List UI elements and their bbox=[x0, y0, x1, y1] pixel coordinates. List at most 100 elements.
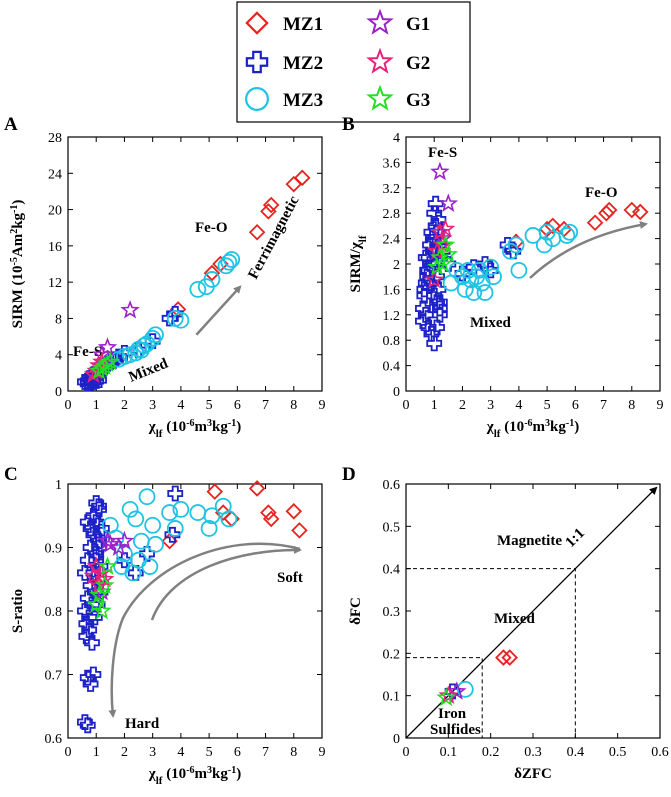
y-tick-label: 0 bbox=[55, 385, 62, 400]
data-point-mz3 bbox=[138, 335, 156, 353]
x-tick-label: 7 bbox=[262, 745, 269, 760]
y-tick-label: 0 bbox=[393, 385, 400, 400]
x-axis-label-part: 3 bbox=[545, 418, 550, 429]
y-axis-label-part: ) bbox=[10, 200, 26, 205]
data-point-mz2 bbox=[91, 498, 107, 515]
legend-box bbox=[236, 1, 471, 123]
x-axis-label: δZFC bbox=[514, 766, 552, 782]
y-tick-label: 2.8 bbox=[383, 207, 401, 222]
data-point-mz1 bbox=[206, 483, 224, 500]
data-point-mz2 bbox=[81, 622, 98, 638]
series-g1 bbox=[447, 681, 467, 700]
y-tick-label: 28 bbox=[48, 131, 62, 146]
data-point-mz3 bbox=[203, 271, 221, 288]
data-point-mz1 bbox=[262, 196, 280, 214]
trend-arrow bbox=[529, 221, 648, 279]
data-point-mz3 bbox=[459, 261, 477, 279]
data-point-mz3 bbox=[465, 284, 483, 301]
x-tick-label: 9 bbox=[319, 398, 326, 413]
data-point-mz2 bbox=[88, 495, 105, 511]
x-tick-label: 0 bbox=[403, 398, 410, 413]
data-point-mz2 bbox=[139, 545, 155, 562]
y-axis-label-part: -1 bbox=[9, 205, 20, 213]
data-point-g1 bbox=[97, 337, 118, 356]
x-tick-label: 9 bbox=[319, 745, 326, 760]
x-tick-label: 7 bbox=[600, 398, 607, 413]
data-point-g1 bbox=[447, 681, 467, 700]
x-tick-label: 6 bbox=[572, 398, 579, 413]
legend-label-mz1: MZ1 bbox=[283, 14, 323, 35]
y-tick-label: 0.4 bbox=[383, 360, 401, 375]
x-axis-label-part: kg bbox=[212, 766, 228, 782]
hard-arrow bbox=[108, 542, 301, 718]
data-point-g3 bbox=[436, 687, 456, 707]
legend-label-mz3: MZ3 bbox=[283, 90, 323, 111]
x-tick-label: 3 bbox=[149, 745, 156, 760]
data-point-mz3 bbox=[510, 261, 528, 279]
data-point-mz1 bbox=[262, 510, 280, 528]
data-point-g1 bbox=[430, 161, 450, 181]
one-to-one-line bbox=[405, 486, 658, 739]
data-point-mz2 bbox=[167, 485, 184, 502]
data-point-mz3 bbox=[127, 510, 145, 528]
data-point-mz2 bbox=[431, 300, 448, 317]
legend-label-g2: G2 bbox=[406, 53, 430, 74]
y-tick-label: 4 bbox=[55, 349, 62, 364]
legend-marker-mz3 bbox=[245, 87, 269, 111]
x-axis-label-part: ) bbox=[236, 419, 241, 435]
y-axis-label: SIRM (10-5Am2kg-1) bbox=[9, 200, 27, 329]
plot-frame bbox=[67, 136, 323, 392]
y-tick-label: 3.2 bbox=[383, 182, 401, 197]
y-tick-label: 0.8 bbox=[45, 605, 63, 620]
data-point-mz1 bbox=[260, 203, 277, 220]
x-axis-label-part: (10 bbox=[162, 766, 186, 782]
data-point-mz3 bbox=[138, 488, 156, 506]
data-point-g1 bbox=[114, 530, 135, 550]
x-axis-label: χlf (10-6m3kg-1) bbox=[148, 765, 241, 788]
annotation-ferrimagnetic: Ferrimagnetic bbox=[245, 193, 302, 282]
annotation-soft: Soft bbox=[277, 570, 303, 586]
x-axis-label-part: 3 bbox=[207, 418, 212, 429]
data-point-mz2 bbox=[77, 714, 93, 731]
series-g3 bbox=[86, 556, 118, 620]
x-axis-label-part: (10 bbox=[162, 419, 186, 435]
y-tick-label: 0.3 bbox=[383, 605, 401, 620]
annotation-fe-s: Fe-S bbox=[428, 145, 457, 161]
data-point-mz3 bbox=[203, 507, 221, 525]
data-point-mz3 bbox=[144, 329, 162, 347]
data-point-g2 bbox=[435, 218, 456, 238]
data-point-mz1 bbox=[285, 175, 303, 193]
data-point-g2 bbox=[94, 569, 115, 588]
x-axis-label-part: χ bbox=[148, 419, 157, 435]
y-axis-label-part: SIRM/χ bbox=[348, 241, 364, 292]
y-tick-label: 20 bbox=[48, 204, 62, 219]
x-axis-label-part: -1 bbox=[566, 418, 574, 429]
data-point-mz1 bbox=[214, 504, 232, 521]
data-point-mz3 bbox=[223, 251, 241, 268]
x-axis-label-part: δZFC bbox=[514, 766, 552, 782]
x-tick-label: 0.2 bbox=[482, 745, 500, 760]
x-tick-label: 2 bbox=[121, 745, 128, 760]
x-tick-label: 0 bbox=[65, 398, 72, 413]
data-point-mz2 bbox=[429, 294, 445, 310]
annotation-one-to-one: 1:1 bbox=[563, 525, 588, 550]
y-axis-label-part: δFC bbox=[348, 597, 364, 625]
x-axis-label-part: lf bbox=[156, 775, 163, 787]
data-point-mz3 bbox=[482, 258, 500, 276]
x-tick-label: 0.3 bbox=[524, 745, 542, 760]
x-tick-label: 9 bbox=[657, 398, 664, 413]
data-point-g3 bbox=[94, 575, 115, 594]
data-point-mz1 bbox=[544, 217, 562, 235]
data-point-mz3 bbox=[561, 223, 579, 241]
data-point-mz2 bbox=[79, 375, 96, 392]
x-axis-label-part: m bbox=[195, 419, 208, 435]
data-point-mz3 bbox=[448, 261, 466, 279]
series-mz3 bbox=[442, 223, 579, 301]
data-point-g3 bbox=[89, 584, 109, 604]
data-point-mz2 bbox=[423, 275, 440, 291]
x-axis-label-part: -6 bbox=[524, 418, 532, 429]
data-point-mz3 bbox=[456, 680, 474, 698]
data-point-mz2 bbox=[429, 319, 445, 336]
y-tick-label: 12 bbox=[48, 276, 62, 291]
